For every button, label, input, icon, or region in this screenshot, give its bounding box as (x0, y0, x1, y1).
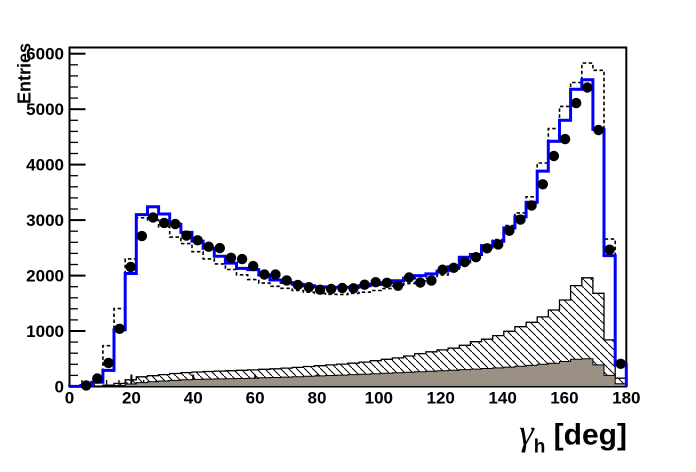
svg-text:0: 0 (65, 389, 74, 408)
svg-text:120: 120 (427, 389, 455, 408)
svg-text:60: 60 (246, 389, 265, 408)
svg-text:6000: 6000 (26, 45, 64, 64)
svg-text:3000: 3000 (26, 211, 64, 230)
svg-text:4000: 4000 (26, 156, 64, 175)
svg-text:γh [deg]: γh [deg] (519, 413, 627, 458)
svg-text:40: 40 (184, 389, 203, 408)
svg-text:100: 100 (365, 389, 393, 408)
svg-text:180: 180 (612, 389, 640, 408)
svg-text:2000: 2000 (26, 267, 64, 286)
svg-text:20: 20 (122, 389, 141, 408)
svg-text:140: 140 (488, 389, 516, 408)
svg-text:80: 80 (308, 389, 327, 408)
svg-text:5000: 5000 (26, 100, 64, 119)
svg-text:160: 160 (550, 389, 578, 408)
svg-text:0: 0 (55, 378, 64, 397)
svg-text:1000: 1000 (26, 322, 64, 341)
svg-text:Entries: Entries (15, 43, 35, 104)
